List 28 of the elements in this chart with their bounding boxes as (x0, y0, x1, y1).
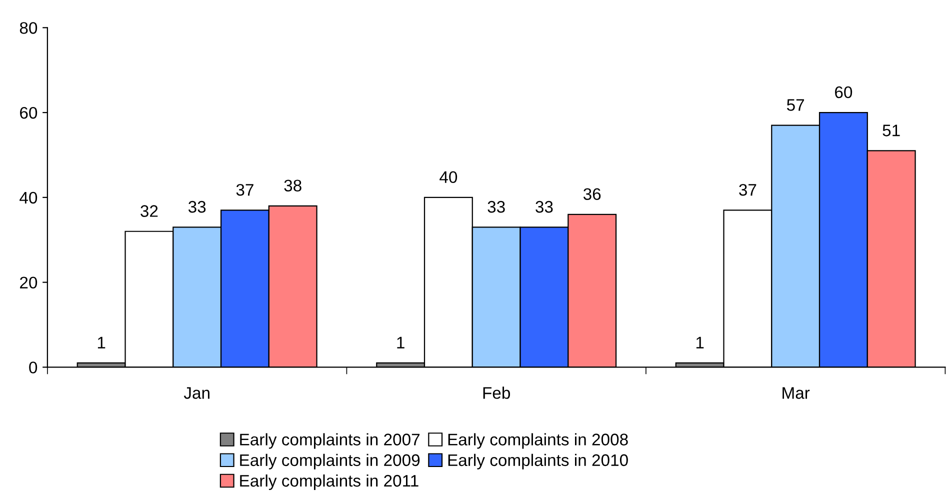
data-label: 33 (488, 200, 505, 213)
data-label: 37 (236, 184, 254, 196)
y-tick-label: 0 (29, 362, 38, 374)
y-tick-label: 60 (20, 106, 38, 119)
legend-label: Early complaints in 2010 (448, 454, 628, 470)
data-label: 32 (140, 205, 158, 217)
data-label: 40 (440, 171, 458, 184)
data-label: 1 (98, 336, 106, 348)
data-label: 36 (583, 188, 601, 200)
legend-label: Early complaints in 2011 (240, 474, 418, 490)
legend-label: Early complaints in 2008 (448, 433, 628, 449)
y-tick-label: 80 (20, 22, 38, 34)
data-label: 51 (882, 124, 900, 136)
y-tick-label: 20 (20, 276, 38, 289)
legend-label: Early complaints in 2009 (240, 454, 420, 470)
data-label: 38 (284, 180, 302, 192)
x-tick-label: Mar (782, 387, 810, 399)
x-tick-label: Jan (184, 387, 210, 399)
data-label: 33 (188, 200, 206, 213)
x-tick-label: Feb (483, 386, 510, 399)
data-label: 33 (536, 200, 553, 213)
data-label: 1 (397, 336, 404, 348)
legend-label: Early complaints in 2007 (240, 433, 420, 449)
data-label: 1 (696, 336, 704, 348)
y-tick-label: 40 (20, 192, 38, 204)
data-label: 60 (835, 86, 852, 98)
data-label: 37 (739, 184, 756, 196)
data-label: 57 (786, 99, 804, 111)
